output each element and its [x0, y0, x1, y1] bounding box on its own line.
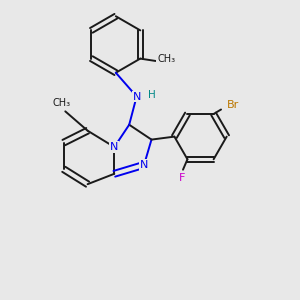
- Text: H: H: [148, 90, 156, 100]
- Text: N: N: [140, 160, 148, 170]
- Text: N: N: [110, 142, 118, 152]
- Text: CH₃: CH₃: [157, 55, 175, 64]
- Text: F: F: [179, 173, 185, 183]
- Text: Br: Br: [227, 100, 239, 110]
- Text: CH₃: CH₃: [53, 98, 71, 108]
- Text: N: N: [132, 92, 141, 101]
